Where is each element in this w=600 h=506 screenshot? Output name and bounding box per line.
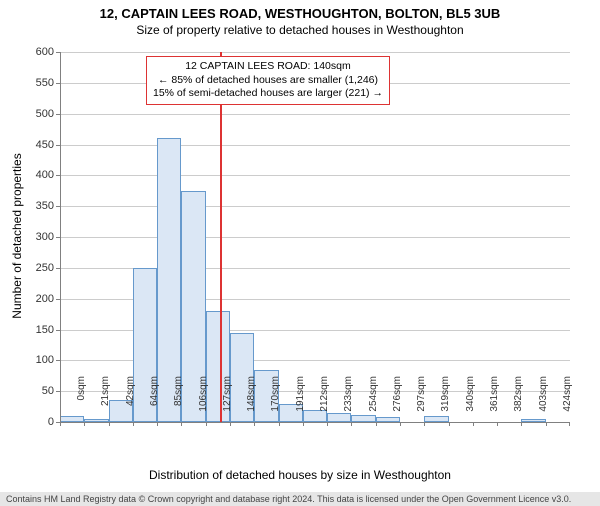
x-tick-mark (279, 422, 280, 426)
x-tick-mark (254, 422, 255, 426)
y-tick-mark (56, 391, 60, 392)
x-tick-mark (497, 422, 498, 426)
y-tick-label: 300 (14, 231, 54, 243)
x-tick-mark (303, 422, 304, 426)
property-marker-line (220, 52, 222, 422)
y-tick-label: 350 (14, 200, 54, 212)
x-tick-label: 361sqm (489, 376, 500, 426)
y-tick-label: 0 (14, 416, 54, 428)
y-tick-mark (56, 330, 60, 331)
x-tick-label: 21sqm (100, 376, 111, 426)
x-tick-mark (449, 422, 450, 426)
footer-attribution: Contains HM Land Registry data © Crown c… (0, 492, 600, 506)
grid-line (60, 52, 570, 53)
x-tick-label: 0sqm (76, 376, 87, 426)
y-tick-mark (56, 114, 60, 115)
x-tick-mark (376, 422, 377, 426)
grid-line (60, 145, 570, 146)
y-tick-mark (56, 299, 60, 300)
x-tick-label: 340sqm (465, 376, 476, 426)
info-line-2: ← 85% of detached houses are smaller (1,… (153, 74, 383, 88)
x-tick-mark (521, 422, 522, 426)
x-tick-mark (230, 422, 231, 426)
x-tick-mark (60, 422, 61, 426)
x-tick-label: 148sqm (246, 376, 257, 426)
x-tick-mark (206, 422, 207, 426)
grid-line (60, 206, 570, 207)
y-tick-mark (56, 83, 60, 84)
x-tick-label: 382sqm (513, 376, 524, 426)
y-tick-label: 550 (14, 77, 54, 89)
y-tick-mark (56, 237, 60, 238)
x-tick-label: 191sqm (295, 376, 306, 426)
x-tick-label: 319sqm (440, 376, 451, 426)
x-tick-label: 276sqm (392, 376, 403, 426)
y-tick-mark (56, 145, 60, 146)
y-tick-label: 250 (14, 262, 54, 274)
x-tick-mark (424, 422, 425, 426)
x-tick-label: 170sqm (270, 376, 281, 426)
x-axis-title: Distribution of detached houses by size … (0, 468, 600, 482)
grid-line (60, 114, 570, 115)
x-tick-mark (473, 422, 474, 426)
x-tick-mark (181, 422, 182, 426)
x-tick-mark (351, 422, 352, 426)
x-tick-mark (569, 422, 570, 426)
chart-plot-area: 050100150200250300350400450500550600 0sq… (60, 52, 570, 422)
x-tick-mark (327, 422, 328, 426)
y-tick-label: 400 (14, 169, 54, 181)
y-tick-label: 100 (14, 354, 54, 366)
x-tick-label: 233sqm (343, 376, 354, 426)
y-tick-label: 50 (14, 385, 54, 397)
chart-title-sub: Size of property relative to detached ho… (0, 23, 600, 37)
y-tick-label: 200 (14, 293, 54, 305)
y-axis-line (60, 52, 61, 422)
x-tick-label: 85sqm (173, 376, 184, 426)
y-tick-label: 450 (14, 139, 54, 151)
x-tick-label: 297sqm (416, 376, 427, 426)
x-tick-label: 106sqm (198, 376, 209, 426)
x-tick-mark (400, 422, 401, 426)
x-tick-mark (157, 422, 158, 426)
y-tick-mark (56, 206, 60, 207)
grid-line (60, 237, 570, 238)
x-tick-label: 424sqm (562, 376, 573, 426)
x-tick-label: 64sqm (149, 376, 160, 426)
x-tick-label: 403sqm (538, 376, 549, 426)
x-tick-label: 127sqm (222, 376, 233, 426)
x-tick-label: 254sqm (368, 376, 379, 426)
x-tick-mark (109, 422, 110, 426)
x-tick-label: 42sqm (125, 376, 136, 426)
x-tick-mark (133, 422, 134, 426)
y-tick-mark (56, 268, 60, 269)
y-tick-label: 500 (14, 108, 54, 120)
y-tick-mark (56, 175, 60, 176)
chart-title-main: 12, CAPTAIN LEES ROAD, WESTHOUGHTON, BOL… (0, 6, 600, 21)
y-tick-mark (56, 360, 60, 361)
info-line-3: 15% of semi-detached houses are larger (… (153, 87, 383, 101)
grid-line (60, 175, 570, 176)
marker-info-box: 12 CAPTAIN LEES ROAD: 140sqm ← 85% of de… (146, 56, 390, 105)
y-tick-label: 600 (14, 46, 54, 58)
x-tick-mark (546, 422, 547, 426)
x-tick-label: 212sqm (319, 376, 330, 426)
info-line-1: 12 CAPTAIN LEES ROAD: 140sqm (153, 60, 383, 74)
x-tick-mark (84, 422, 85, 426)
y-tick-label: 150 (14, 324, 54, 336)
y-tick-mark (56, 52, 60, 53)
